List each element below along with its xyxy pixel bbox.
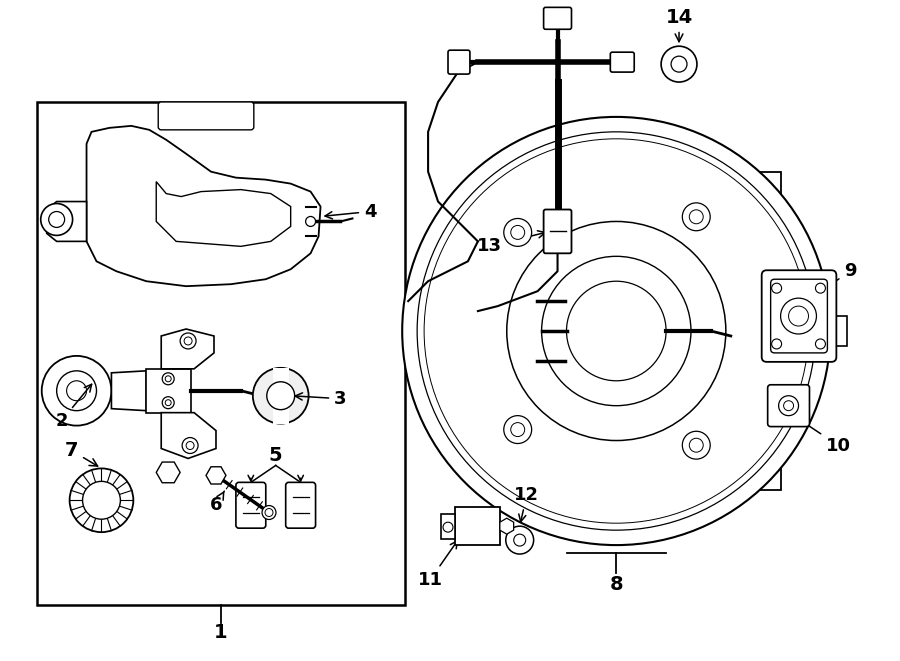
Text: 6: 6 [210,491,224,514]
Circle shape [504,416,532,444]
Circle shape [162,397,175,408]
Circle shape [306,217,316,227]
Circle shape [266,382,294,410]
Text: 7: 7 [65,441,97,466]
Polygon shape [86,126,320,286]
FancyBboxPatch shape [610,52,634,72]
Circle shape [815,283,825,293]
Text: 8: 8 [609,576,623,594]
Text: 13: 13 [477,231,545,255]
Circle shape [542,256,691,406]
Circle shape [402,117,831,545]
Text: 1: 1 [214,623,228,642]
FancyBboxPatch shape [544,210,572,253]
Circle shape [83,481,121,519]
Bar [441,514,455,539]
Bar [825,316,847,346]
FancyBboxPatch shape [236,483,266,528]
FancyBboxPatch shape [761,270,836,362]
Circle shape [507,221,725,440]
Circle shape [504,219,532,247]
Circle shape [180,333,196,349]
Circle shape [182,438,198,453]
Bar [273,368,289,424]
Circle shape [682,203,710,231]
Polygon shape [47,202,86,241]
Circle shape [69,469,133,532]
Circle shape [780,298,816,334]
Text: 9: 9 [802,262,857,303]
Circle shape [262,506,276,520]
Bar [455,507,500,545]
FancyBboxPatch shape [544,7,572,29]
Text: 12: 12 [514,486,539,522]
Text: 10: 10 [797,418,850,455]
Polygon shape [161,329,214,369]
Circle shape [443,522,453,532]
Text: 4: 4 [325,202,376,221]
Circle shape [682,431,710,459]
Circle shape [771,283,781,293]
Text: 3: 3 [295,390,346,408]
FancyBboxPatch shape [285,483,316,528]
Text: 2: 2 [56,384,92,430]
Circle shape [253,368,309,424]
Polygon shape [112,371,147,410]
Circle shape [778,396,798,416]
Polygon shape [147,369,191,412]
Circle shape [162,373,175,385]
Circle shape [41,356,112,426]
Polygon shape [161,412,216,459]
Text: 11: 11 [418,541,457,589]
Circle shape [662,46,697,82]
FancyBboxPatch shape [768,385,809,426]
Circle shape [40,204,73,235]
Circle shape [815,339,825,349]
Text: 5: 5 [269,446,283,465]
FancyBboxPatch shape [158,102,254,130]
Bar [37,102,405,605]
FancyBboxPatch shape [448,50,470,74]
Circle shape [506,526,534,554]
FancyBboxPatch shape [770,279,827,353]
Circle shape [771,339,781,349]
Bar [626,172,780,490]
Text: 14: 14 [665,8,693,42]
